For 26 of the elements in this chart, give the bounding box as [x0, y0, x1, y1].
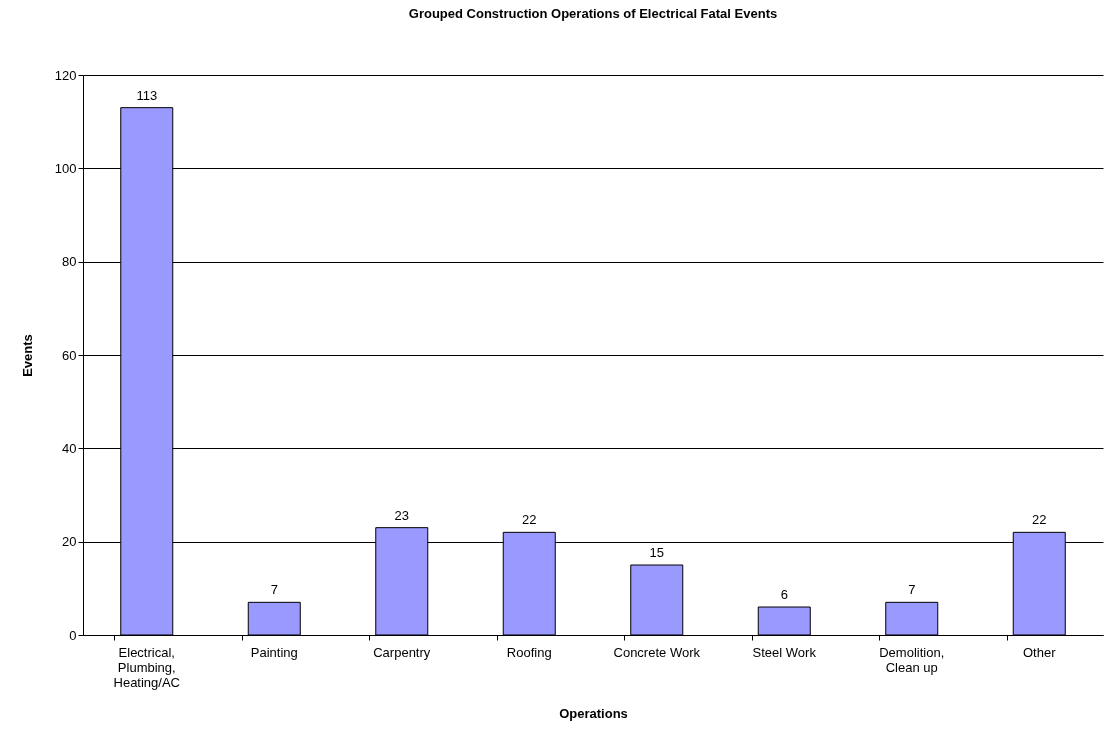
chart-title: Grouped Construction Operations of Electrical Fatal Events: [408, 6, 778, 21]
y-tick-label: 100: [54, 160, 77, 176]
x-axis-title: Operations: [559, 705, 628, 721]
data-label: 7: [270, 582, 278, 598]
x-tick-label: Painting: [250, 644, 298, 660]
x-tick-label: Electrical, Plumbing, Heating/AC: [113, 644, 180, 690]
y-tick-label: 20: [62, 534, 77, 550]
y-tick-label: 0: [69, 627, 77, 643]
y-axis-title: Events: [19, 334, 35, 377]
x-tick-label: Demolition, Clean up: [879, 644, 945, 675]
y-tick-label: 120: [54, 67, 77, 83]
x-tick-label: Concrete Work: [613, 644, 701, 660]
y-tick-label: 60: [62, 347, 77, 363]
data-label: 15: [649, 545, 664, 560]
y-tick-label: 80: [62, 254, 77, 270]
data-label: 22: [522, 512, 537, 528]
data-label: 22: [1032, 512, 1047, 528]
y-tick-label: 40: [62, 440, 77, 456]
x-tick-label: Roofing: [506, 644, 552, 660]
x-tick-label: Steel Work: [752, 644, 817, 660]
data-label: 6: [780, 587, 788, 602]
x-tick-label: Carpentry: [373, 644, 431, 660]
data-label: 23: [394, 507, 409, 523]
data-label: 7: [908, 582, 916, 598]
data-label: 113: [136, 87, 158, 103]
x-tick-label: Other: [1022, 644, 1057, 660]
